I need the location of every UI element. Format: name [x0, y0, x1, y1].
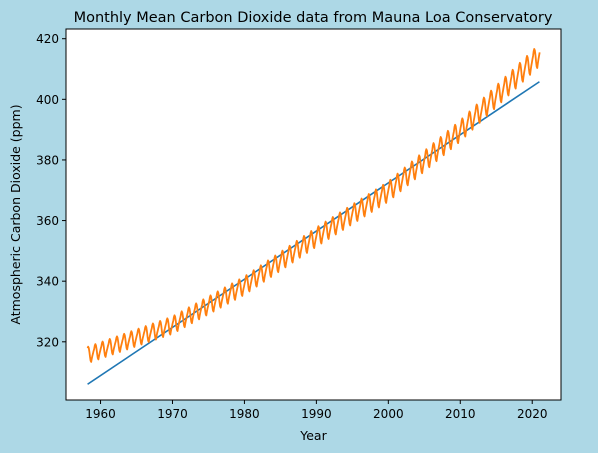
y-tick-label: 420 [36, 32, 59, 46]
x-tick-label: 2010 [445, 407, 476, 421]
x-axis-label: Year [299, 428, 327, 443]
y-tick-label: 340 [36, 275, 59, 289]
y-tick-label: 360 [36, 214, 59, 228]
y-axis: 320 340 360 380 400 420 [36, 32, 66, 349]
x-tick-label: 1990 [301, 407, 332, 421]
x-tick-label: 1960 [85, 407, 116, 421]
y-tick-label: 400 [36, 93, 59, 107]
x-tick-label: 2000 [373, 407, 404, 421]
plot-frame [65, 28, 562, 401]
y-tick-label: 380 [36, 153, 59, 167]
y-axis-label: Atmospheric Carbon Dioxide (ppm) [8, 104, 23, 324]
x-tick-label: 1980 [229, 407, 260, 421]
series-layer [86, 48, 541, 385]
x-tick-label: 2020 [517, 407, 548, 421]
x-axis: 1960 1970 1980 1990 2000 2010 2020 [85, 400, 547, 421]
plot-area [66, 29, 561, 400]
y-tick-label: 320 [36, 335, 59, 349]
x-tick-label: 1970 [157, 407, 188, 421]
chart-title: Monthly Mean Carbon Dioxide data from Ma… [74, 10, 553, 26]
series-line-monthly-mean [86, 48, 541, 363]
